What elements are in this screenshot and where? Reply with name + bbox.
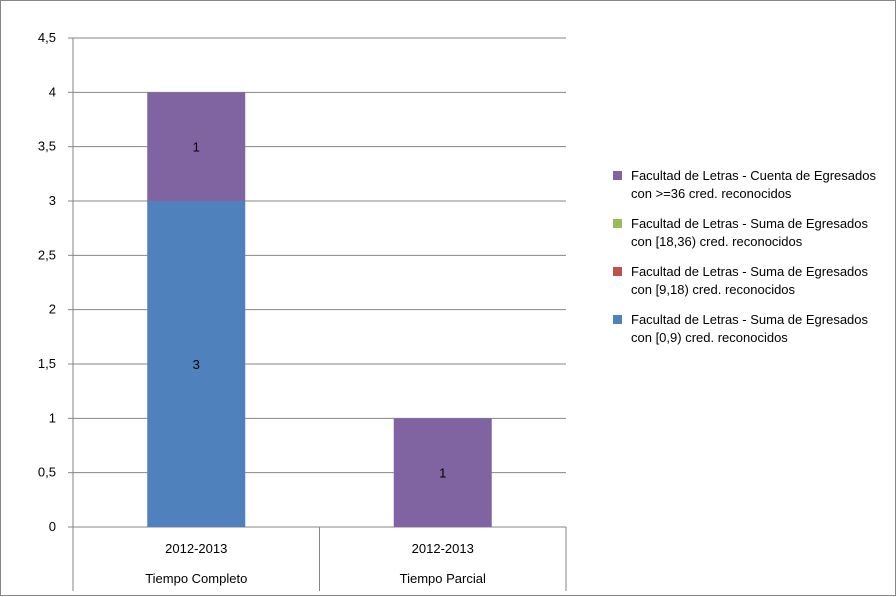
y-tick-label: 2 [49, 302, 56, 317]
y-tick-label: 4,5 [38, 30, 56, 45]
x-tick-label-year: 2012-2013 [412, 541, 474, 556]
x-tick-label-year: 2012-2013 [165, 541, 227, 556]
legend-label: Facultad de Letras - Cuenta de Egresados… [631, 168, 876, 201]
legend-label: Facultad de Letras - Suma de Egresados c… [631, 216, 869, 249]
legend-item: Facultad de Letras - Cuenta de Egresados… [613, 167, 883, 203]
legend-swatch [613, 267, 622, 276]
data-label: 1 [193, 140, 200, 155]
x-tick-label-group: Tiempo Parcial [400, 571, 486, 586]
x-tick-label-group: Tiempo Completo [145, 571, 247, 586]
legend-label: Facultad de Letras - Suma de Egresados c… [631, 312, 869, 345]
y-tick-label: 3,5 [38, 139, 56, 154]
legend-item: Facultad de Letras - Suma de Egresados c… [613, 263, 883, 299]
legend-swatch [613, 171, 622, 180]
y-tick-label: 1,5 [38, 356, 56, 371]
legend-swatch [613, 219, 622, 228]
legend-item: Facultad de Letras - Suma de Egresados c… [613, 215, 883, 251]
y-tick-label: 1 [49, 410, 56, 425]
y-tick-label: 0 [49, 519, 56, 534]
y-tick-label: 0,5 [38, 465, 56, 480]
bar-segment [147, 201, 246, 527]
legend: Facultad de Letras - Cuenta de Egresados… [613, 167, 883, 359]
legend-item: Facultad de Letras - Suma de Egresados c… [613, 311, 883, 347]
data-label: 1 [439, 466, 446, 481]
y-tick-label: 4 [49, 84, 56, 99]
legend-label: Facultad de Letras - Suma de Egresados c… [631, 264, 869, 297]
y-tick-label: 2,5 [38, 247, 56, 262]
legend-swatch [613, 315, 622, 324]
y-tick-label: 3 [49, 193, 56, 208]
bar-segment [393, 418, 492, 527]
bar-segment [147, 92, 246, 201]
data-label: 3 [193, 357, 200, 372]
